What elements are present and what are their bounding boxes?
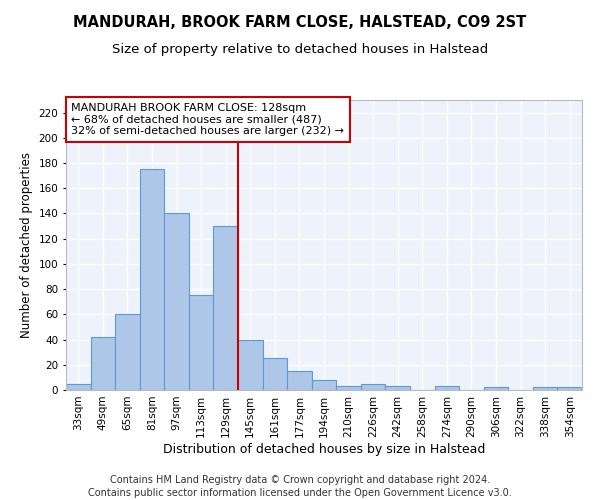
Bar — [533, 388, 557, 390]
Y-axis label: Number of detached properties: Number of detached properties — [20, 152, 33, 338]
Bar — [557, 388, 582, 390]
Bar — [214, 226, 238, 390]
Bar — [361, 384, 385, 390]
Bar — [287, 371, 312, 390]
Text: MANDURAH, BROOK FARM CLOSE, HALSTEAD, CO9 2ST: MANDURAH, BROOK FARM CLOSE, HALSTEAD, CO… — [73, 15, 527, 30]
Text: Contains HM Land Registry data © Crown copyright and database right 2024.: Contains HM Land Registry data © Crown c… — [110, 475, 490, 485]
X-axis label: Distribution of detached houses by size in Halstead: Distribution of detached houses by size … — [163, 442, 485, 456]
Bar — [484, 388, 508, 390]
Bar — [164, 214, 189, 390]
Bar — [140, 170, 164, 390]
Bar — [238, 340, 263, 390]
Bar — [189, 296, 214, 390]
Bar — [312, 380, 336, 390]
Text: Contains public sector information licensed under the Open Government Licence v3: Contains public sector information licen… — [88, 488, 512, 498]
Bar — [336, 386, 361, 390]
Bar — [434, 386, 459, 390]
Bar — [66, 384, 91, 390]
Bar — [115, 314, 140, 390]
Text: Size of property relative to detached houses in Halstead: Size of property relative to detached ho… — [112, 42, 488, 56]
Bar — [91, 337, 115, 390]
Bar — [385, 386, 410, 390]
Bar — [263, 358, 287, 390]
Text: MANDURAH BROOK FARM CLOSE: 128sqm
← 68% of detached houses are smaller (487)
32%: MANDURAH BROOK FARM CLOSE: 128sqm ← 68% … — [71, 103, 344, 136]
